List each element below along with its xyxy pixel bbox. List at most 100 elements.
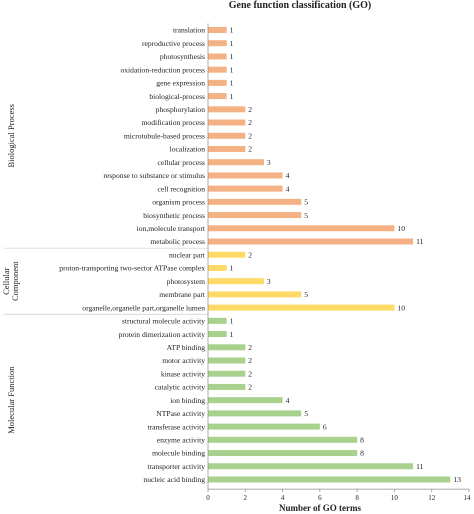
data-label: 10 <box>397 303 405 312</box>
bar-biological-process <box>208 93 227 100</box>
bar-membrane-part <box>208 291 302 298</box>
data-label: 2 <box>248 131 252 140</box>
data-label: 3 <box>267 277 271 286</box>
category-label: nucleic acid binding <box>143 475 205 484</box>
bar-protein-dimerization-activity <box>208 331 227 338</box>
category-label: NTPase activity <box>156 409 205 418</box>
bar-catalytic-activity <box>208 383 246 390</box>
data-label: 5 <box>304 198 308 207</box>
bar-atp-binding <box>208 344 246 351</box>
data-label: 5 <box>304 211 308 220</box>
category-label: response to substance or stimulus <box>103 171 205 180</box>
data-label: 2 <box>248 145 252 154</box>
bar-phosphorylation <box>208 106 246 113</box>
category-label: nuclear part <box>169 250 206 259</box>
data-label: 6 <box>323 422 327 431</box>
bar-modification-process <box>208 119 246 126</box>
bar-molecule-binding <box>208 450 358 457</box>
bar-organism-process <box>208 198 302 205</box>
category-label: ATP binding <box>167 343 206 352</box>
bar-cell-recognition <box>208 185 283 192</box>
category-label: photosystem <box>167 277 205 286</box>
data-label: 1 <box>230 79 234 88</box>
data-label: 2 <box>248 356 252 365</box>
category-label: protein dimerization activity <box>119 330 206 339</box>
data-label: 2 <box>248 383 252 392</box>
x-tick-label: 10 <box>391 494 399 502</box>
category-label: ion,molecule transport <box>137 224 206 233</box>
category-label: phosphorylation <box>156 105 206 114</box>
x-tick-label: 0 <box>206 494 210 502</box>
chart-title: Gene function classification (GO) <box>229 0 372 11</box>
category-label: oxidation-reduction process <box>120 65 205 74</box>
bar-oxidation-reduction-process <box>208 66 227 73</box>
category-label: microtubule-based process <box>124 131 205 140</box>
data-label: 13 <box>453 475 461 484</box>
category-label: kinase activity <box>161 369 205 378</box>
data-label: 2 <box>248 118 252 127</box>
data-label: 1 <box>230 330 234 339</box>
data-label: 1 <box>230 264 234 273</box>
group-label: Biological Process <box>6 104 16 168</box>
bar-proton-transporting-two-sector-atpase-complex <box>208 264 227 271</box>
category-label: organism process <box>152 198 205 207</box>
x-axis: 0 2 4 6 8 10 12 14 <box>206 23 471 502</box>
category-label: proton-transporting two-sector ATPase co… <box>59 264 205 273</box>
data-label: 10 <box>397 224 405 233</box>
data-label: 4 <box>286 171 290 180</box>
data-label: 8 <box>360 436 364 445</box>
bar-ion-molecule-transport <box>208 225 395 232</box>
bar-photosystem <box>208 278 264 285</box>
bar-response-to-substance-or-stimulus <box>208 172 283 179</box>
category-label: reproductive process <box>142 39 205 48</box>
data-label: 1 <box>230 92 234 101</box>
category-label: gene expression <box>156 79 205 88</box>
category-label: biological-process <box>149 92 205 101</box>
data-label: 1 <box>230 39 234 48</box>
data-label: 11 <box>416 462 424 471</box>
bar-metabolic-process <box>208 238 414 245</box>
data-label: 8 <box>360 449 364 458</box>
category-label: enzyme activity <box>157 436 205 445</box>
category-label: photosynthesis <box>160 52 205 61</box>
bar-ion-binding <box>208 397 283 404</box>
bar-photosynthesis <box>208 53 227 60</box>
data-label: 4 <box>286 396 290 405</box>
bar-kinase-activity <box>208 370 246 377</box>
category-label: localization <box>170 145 206 154</box>
category-label: ion binding <box>170 396 205 405</box>
category-label: motor activity <box>162 356 205 365</box>
data-label: 5 <box>304 290 308 299</box>
category-label: membrane part <box>159 290 206 299</box>
bar-microtubule-based-process <box>208 132 246 139</box>
x-tick-label: 4 <box>281 494 285 502</box>
category-label: translation <box>173 26 205 35</box>
x-tick-label: 8 <box>355 494 359 502</box>
bar-reproductive-process <box>208 40 227 47</box>
bar-transferase-activity <box>208 423 320 430</box>
data-label: 1 <box>230 317 234 326</box>
data-label: 3 <box>267 158 271 167</box>
data-label: 4 <box>286 184 290 193</box>
bar-gene-expression <box>208 79 227 86</box>
category-label: biosynthetic process <box>143 211 205 220</box>
group-label: Molecular Function <box>6 366 16 434</box>
bar-biosynthetic-process <box>208 212 302 219</box>
bar-nuclear-part <box>208 251 246 258</box>
bar-structural-molecule-activity <box>208 317 227 324</box>
data-label: 1 <box>230 65 234 74</box>
category-label: transporter activity <box>147 462 205 471</box>
x-tick-label: 2 <box>244 494 248 502</box>
category-label: molecule binding <box>152 449 205 458</box>
bar-nucleic-acid-binding <box>208 476 451 483</box>
data-label: 1 <box>230 52 234 61</box>
bar-translation <box>208 27 227 33</box>
bar-cellular-process <box>208 159 264 166</box>
group-label: CellularComponent <box>1 261 20 301</box>
bar-ntpase-activity <box>208 410 302 417</box>
category-label: modification process <box>142 118 206 127</box>
category-label: organelle,organelle part,organelle lumen <box>82 303 205 312</box>
x-tick-label: 14 <box>464 494 472 502</box>
category-label: transferase activity <box>147 422 205 431</box>
